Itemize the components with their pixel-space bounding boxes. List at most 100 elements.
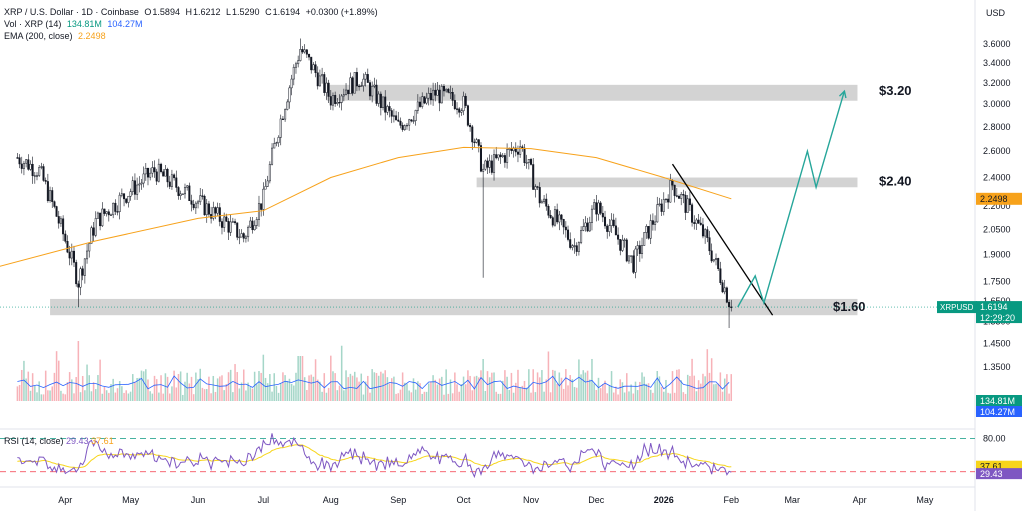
volume-bar: [55, 351, 58, 401]
candle-body: [353, 72, 356, 94]
price-tick-label: 2.8000: [983, 122, 1011, 132]
candle-body: [664, 198, 667, 201]
ema-line: [0, 146, 732, 267]
rsi-upper-label: 80.00: [983, 434, 1006, 444]
volume-bar: [586, 370, 589, 401]
volume-bar: [676, 369, 678, 401]
candle-body: [547, 206, 550, 216]
volume-bar: [162, 393, 164, 401]
volume-bar: [49, 390, 51, 401]
volume-bar: [508, 389, 511, 401]
volume-bar: [697, 380, 700, 401]
volume-bar: [166, 376, 169, 401]
price-tick-label: 1.7500: [983, 277, 1011, 287]
candle-body: [212, 207, 215, 219]
volume-bar: [240, 382, 243, 401]
candle-body: [595, 202, 598, 215]
rsi-ma-tag: 37.61: [980, 462, 1003, 472]
candle-body: [695, 219, 698, 224]
candle-body: [86, 250, 89, 260]
candle-body: [721, 282, 724, 293]
volume-bar: [84, 390, 86, 401]
candlesticks: [16, 38, 733, 328]
candle-body: [218, 207, 221, 222]
volume-bar: [27, 371, 30, 401]
volume-bar: [458, 391, 460, 401]
candle-body: [305, 49, 308, 55]
candle-body: [688, 198, 691, 206]
price-tick-label: 2.2000: [983, 201, 1011, 211]
candle-body: [349, 77, 352, 95]
volume-bar: [604, 380, 606, 401]
candle-body: [299, 49, 302, 61]
volume-bar: [684, 393, 687, 401]
candle-body: [534, 186, 537, 190]
volume-bar: [60, 390, 62, 401]
ema-legend: EMA (200, close) 2.2498: [4, 30, 109, 42]
volume-bar: [269, 374, 271, 401]
volume-bar: [680, 380, 682, 401]
volume-bar: [273, 373, 275, 401]
volume-tag-bg: [976, 395, 1022, 406]
volume-bar: [658, 376, 661, 401]
ema-label: EMA (200, close): [4, 31, 73, 41]
candle-body: [601, 212, 604, 218]
volume-bar: [90, 391, 93, 401]
low-value: 1.5290: [232, 7, 260, 17]
high-label: H: [185, 7, 192, 17]
volume-bar: [486, 371, 489, 401]
volume-bar: [229, 369, 232, 401]
volume-bar: [471, 390, 474, 401]
candle-body: [179, 193, 182, 196]
open-label: O: [144, 7, 152, 17]
candle-body: [410, 119, 413, 122]
candle-body: [22, 162, 25, 169]
candle-body: [442, 86, 445, 92]
candle-body: [238, 236, 241, 239]
volume-value: 134.81M: [66, 19, 102, 29]
volume-bar: [682, 392, 685, 401]
volume-bar: [499, 393, 502, 401]
candle-body: [543, 198, 546, 203]
volume-bar: [103, 386, 106, 401]
volume-bar: [219, 376, 221, 401]
rsi-tag: 29.43: [980, 469, 1003, 479]
candle-body: [290, 78, 293, 89]
candle-body: [660, 203, 663, 212]
volume-bar: [316, 379, 319, 401]
candle-body: [79, 268, 82, 288]
candle-body: [253, 225, 256, 231]
candle-body: [138, 183, 141, 186]
volume-bar: [597, 377, 600, 401]
low-label: L: [226, 7, 232, 17]
volume-bar: [260, 372, 262, 401]
volume-bar: [728, 393, 730, 401]
volume-bar: [123, 392, 125, 401]
candle-body: [368, 82, 371, 97]
volume-bar: [306, 389, 308, 401]
volume-bar: [153, 375, 156, 401]
volume-bars: [16, 341, 733, 401]
volume-bar: [251, 388, 254, 401]
candle-body: [582, 226, 585, 231]
candle-body: [131, 180, 134, 192]
candle-body: [51, 190, 54, 202]
candle-body: [715, 258, 718, 260]
volume-bar: [271, 391, 273, 401]
candle-body: [704, 229, 707, 237]
volume-bar: [282, 372, 284, 401]
volume-bar: [425, 391, 428, 401]
change-value: +0.0300 (+1.89%): [305, 7, 378, 17]
candle-body: [540, 201, 543, 204]
volume-bar: [31, 373, 34, 401]
candle-body: [192, 204, 195, 209]
candle-body: [183, 187, 187, 195]
volume-bar: [408, 390, 410, 401]
candle-body: [627, 255, 630, 262]
candle-body: [345, 89, 348, 95]
volume-bar: [660, 386, 663, 401]
volume-bar: [608, 385, 611, 401]
volume-bar: [182, 394, 184, 401]
volume-bar: [726, 374, 728, 401]
